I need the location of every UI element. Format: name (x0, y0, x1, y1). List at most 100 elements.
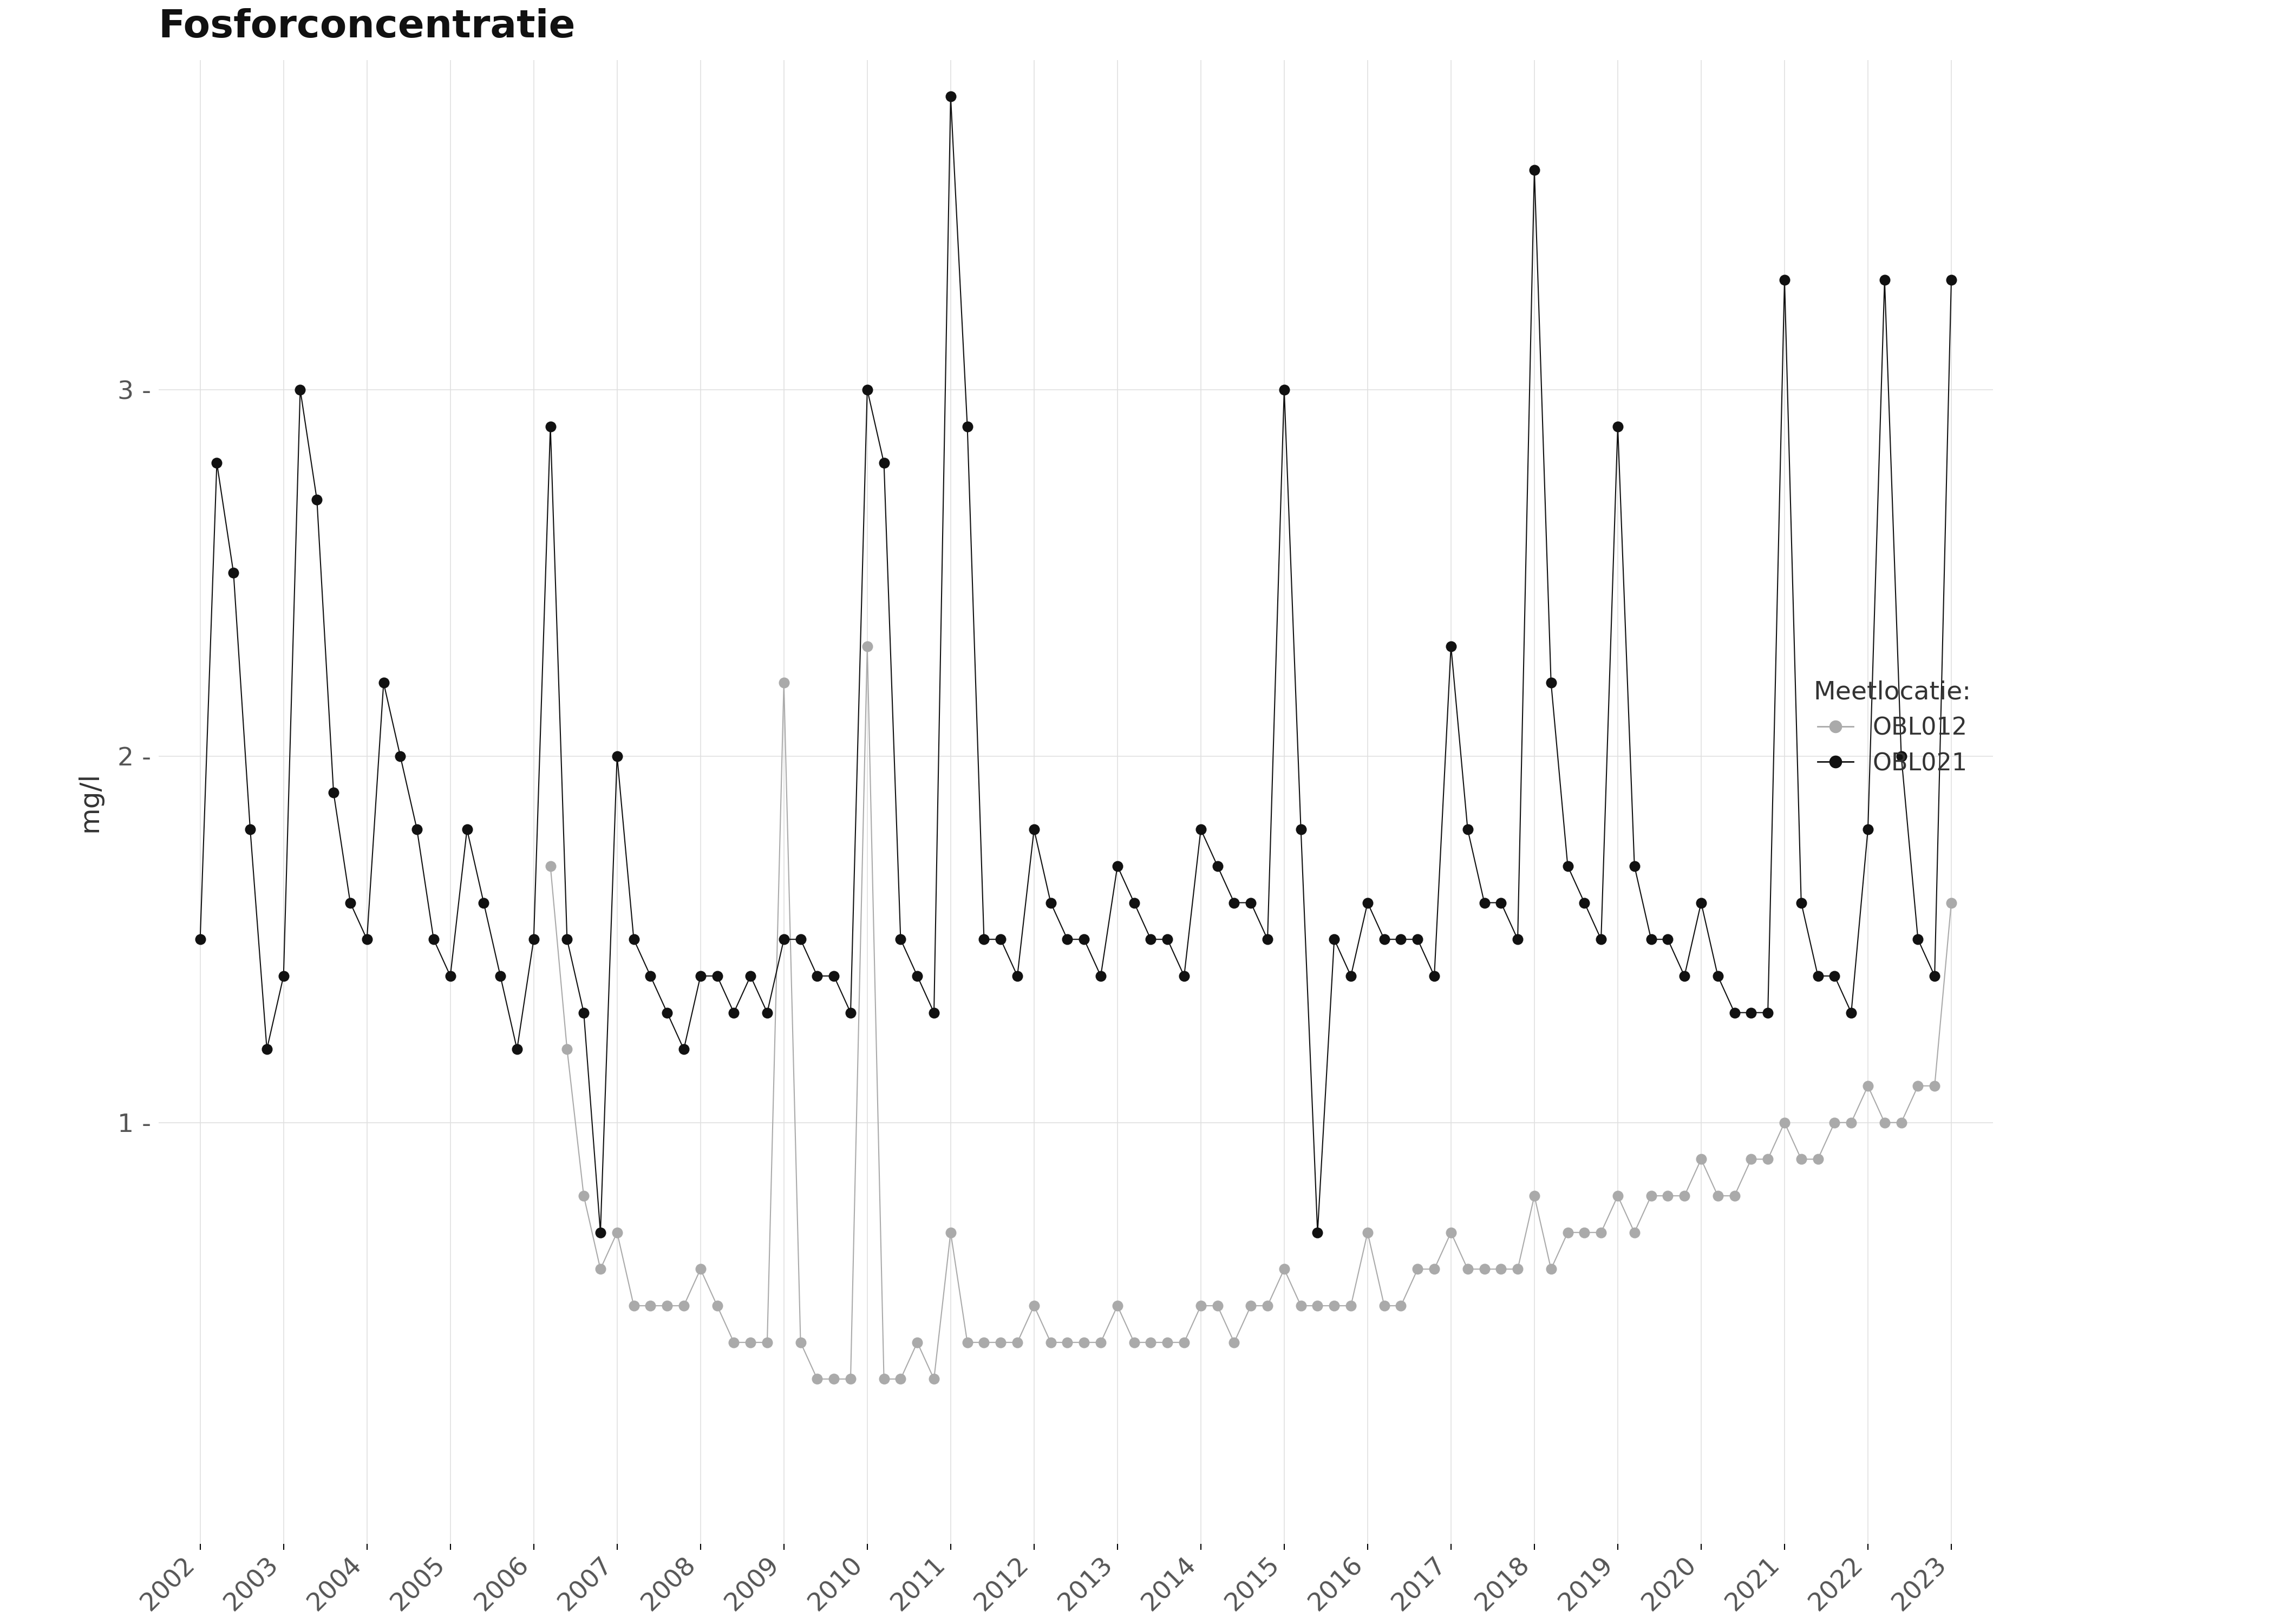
Point (1717, 1000, 1753, 1026)
Point (732, 963, 769, 989)
Point (1248, 1293, 1285, 1319)
Point (1048, 1330, 1085, 1356)
Point (698, 1293, 735, 1319)
Point (1317, 1293, 1353, 1319)
Point (1182, 1293, 1219, 1319)
Point (1599, 414, 1635, 440)
Point (1233, 1293, 1269, 1319)
Point (1699, 1182, 1735, 1208)
Point (998, 963, 1035, 989)
Point (1433, 633, 1469, 659)
Point (648, 1000, 684, 1026)
Point (1467, 1255, 1503, 1281)
Point (198, 450, 234, 476)
Point (1417, 963, 1453, 989)
Point (898, 1330, 935, 1356)
Point (1933, 266, 1969, 292)
Point (1117, 1330, 1153, 1356)
Point (1767, 266, 1803, 292)
Point (1467, 890, 1503, 916)
Point (748, 1000, 785, 1026)
Point (1117, 890, 1153, 916)
Point (1533, 1255, 1569, 1281)
Point (1649, 926, 1685, 952)
Point (1783, 1147, 1819, 1173)
Point (498, 1036, 534, 1062)
Point (1733, 1000, 1769, 1026)
Point (1849, 1073, 1885, 1099)
Point (532, 414, 568, 440)
Point (1533, 669, 1569, 695)
Point (1167, 1330, 1203, 1356)
Point (1016, 817, 1053, 843)
Point (966, 1330, 1003, 1356)
Point (548, 926, 584, 952)
Point (1367, 1293, 1403, 1319)
Point (1298, 1220, 1335, 1246)
Point (866, 450, 903, 476)
Point (1833, 1000, 1869, 1026)
Point (1217, 1330, 1253, 1356)
Point (1248, 926, 1285, 952)
Point (282, 377, 318, 403)
Point (1899, 1073, 1935, 1099)
Point (716, 1000, 753, 1026)
Point (1733, 1147, 1769, 1173)
Point (732, 1330, 769, 1356)
Point (1132, 926, 1169, 952)
Point (548, 1036, 584, 1062)
Point (816, 963, 853, 989)
Point (1549, 1220, 1585, 1246)
Point (616, 1293, 653, 1319)
Point (316, 780, 352, 806)
Point (182, 926, 218, 952)
Point (682, 963, 719, 989)
Point (666, 1293, 703, 1319)
Point (1048, 926, 1085, 952)
Point (1067, 926, 1103, 952)
Point (698, 963, 735, 989)
Point (1699, 963, 1735, 989)
Point (1833, 1109, 1869, 1135)
Point (1499, 1255, 1535, 1281)
Point (1749, 1000, 1785, 1026)
Point (566, 1000, 603, 1026)
Point (1367, 926, 1403, 952)
Point (648, 1293, 684, 1319)
Point (1283, 817, 1319, 843)
Point (1298, 1293, 1335, 1319)
Point (1649, 1182, 1685, 1208)
Point (1817, 1109, 1853, 1135)
Point (1348, 1220, 1385, 1246)
Point (1417, 1255, 1453, 1281)
Point (1082, 963, 1119, 989)
Point (532, 853, 568, 879)
Point (466, 890, 503, 916)
Point (1267, 377, 1303, 403)
Point (1583, 1220, 1619, 1246)
Point (1333, 1293, 1369, 1319)
Y-axis label: mg/l: mg/l (77, 771, 102, 831)
Point (1867, 266, 1903, 292)
Point (598, 744, 634, 770)
Point (682, 1255, 719, 1281)
Point (1667, 963, 1703, 989)
Point (1267, 1255, 1303, 1281)
Point (748, 1330, 785, 1356)
Point (1883, 744, 1919, 770)
Point (1849, 817, 1885, 843)
Point (1517, 158, 1553, 184)
Point (1317, 926, 1353, 952)
Point (1449, 1255, 1485, 1281)
Point (1449, 817, 1485, 843)
Point (1217, 890, 1253, 916)
Point (248, 1036, 284, 1062)
Point (432, 963, 468, 989)
Point (1633, 1182, 1669, 1208)
Point (1167, 963, 1203, 989)
Point (1517, 1182, 1553, 1208)
Point (882, 926, 919, 952)
Point (598, 1220, 634, 1246)
Point (1067, 1330, 1103, 1356)
Point (366, 669, 402, 695)
